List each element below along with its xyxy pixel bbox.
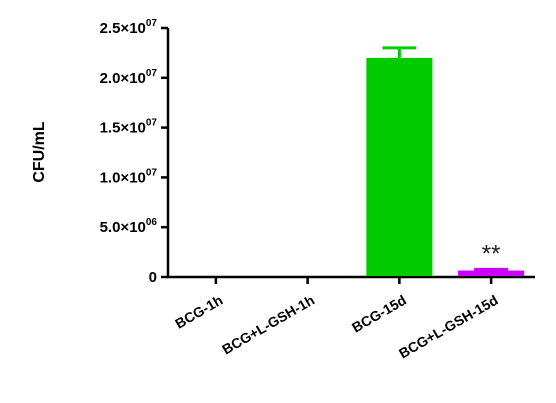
y-tick-label: 2.0×1007 xyxy=(100,68,158,87)
x-tick-label: BCG+L-GSH-1h xyxy=(219,292,317,358)
bar xyxy=(366,57,433,276)
y-ticks: 0 5.0×1006 1.0×1007 1.5×1007 2.0×1007 2.5×100… xyxy=(100,18,168,286)
y-axis-title: CFU/mL xyxy=(31,121,48,183)
significance-annotation: ** xyxy=(482,240,501,267)
x-tick-label: BCG+L-GSH-15d xyxy=(396,292,501,362)
error-bars xyxy=(382,46,509,271)
axes xyxy=(166,28,535,279)
y-tick-label: 1.5×1007 xyxy=(100,118,158,137)
x-tick-label: BCG-1h xyxy=(172,292,225,332)
y-tick-label: 1.0×1007 xyxy=(100,167,158,186)
bars xyxy=(366,57,525,276)
annotations: ** xyxy=(482,240,501,267)
y-tick-label: 2.5×1007 xyxy=(100,18,158,37)
y-tick-label: 0 xyxy=(149,269,157,286)
y-tick-label: 5.0×1006 xyxy=(100,217,158,236)
bar xyxy=(458,270,525,276)
x-tick-label: BCG-15d xyxy=(349,292,409,336)
